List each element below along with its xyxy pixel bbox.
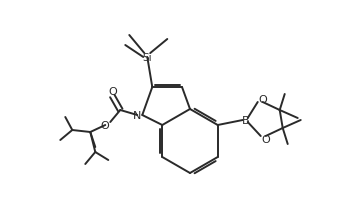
Text: O: O <box>108 87 117 97</box>
Text: O: O <box>261 134 270 144</box>
Text: N: N <box>133 110 142 121</box>
Text: B: B <box>242 115 249 125</box>
Text: Si: Si <box>143 53 152 63</box>
Text: O: O <box>100 121 109 130</box>
Text: O: O <box>258 95 267 104</box>
